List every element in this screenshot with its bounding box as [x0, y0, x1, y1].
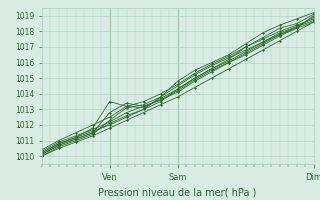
- X-axis label: Pression niveau de la mer( hPa ): Pression niveau de la mer( hPa ): [99, 188, 257, 198]
